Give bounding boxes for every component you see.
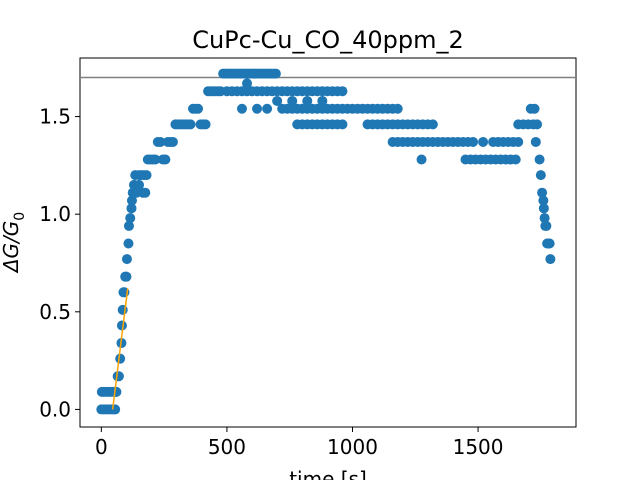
data-point (337, 86, 348, 97)
y-axis-label-main: ΔG/G (0, 221, 23, 274)
y-tick-label: 1.0 (39, 202, 71, 226)
y-tick-label: 0.0 (39, 397, 71, 421)
data-point (535, 170, 546, 181)
data-point (252, 103, 263, 114)
data-point (529, 103, 540, 114)
plot-frame-group (79, 57, 577, 428)
data-point (534, 154, 545, 165)
data-point (160, 154, 171, 165)
data-point (110, 404, 121, 415)
data-point (392, 103, 403, 114)
data-point (126, 203, 137, 214)
data-point (416, 154, 427, 165)
x-tick-label: 1500 (453, 435, 504, 459)
data-points-layer (96, 68, 556, 415)
x-axis-label: time [s] (289, 467, 367, 480)
data-point (115, 353, 126, 364)
x-axis-ticks: 0 500 1000 1500 (95, 427, 504, 459)
data-point (167, 136, 178, 147)
x-tick-label: 500 (208, 435, 246, 459)
data-point (538, 203, 549, 214)
plot-frame (79, 57, 577, 428)
data-point (427, 119, 438, 130)
data-point (513, 136, 524, 147)
data-point (317, 95, 328, 106)
data-point (287, 95, 298, 106)
data-point (478, 136, 489, 147)
data-point (532, 119, 543, 130)
data-point (200, 119, 211, 130)
data-point (510, 154, 521, 165)
data-point (134, 179, 145, 190)
data-point (111, 386, 122, 397)
y-tick-label: 1.5 (39, 105, 71, 129)
data-point (302, 95, 313, 106)
data-point (141, 170, 152, 181)
fit-line (111, 288, 129, 410)
data-point (337, 119, 348, 130)
data-point (116, 320, 127, 331)
y-axis-label: ΔG/G0 (0, 212, 28, 274)
data-point (193, 103, 204, 114)
data-point (155, 136, 166, 147)
data-point (140, 187, 151, 198)
x-tick-label: 1000 (327, 435, 378, 459)
data-point (468, 136, 479, 147)
data-point (123, 238, 134, 249)
data-point (262, 103, 273, 114)
data-point (236, 103, 247, 114)
data-point (123, 220, 134, 231)
data-point (113, 371, 124, 382)
data-point (545, 254, 556, 265)
data-point (121, 254, 132, 265)
data-point (544, 238, 555, 249)
data-point (541, 220, 552, 231)
data-point (185, 119, 196, 130)
data-point (242, 78, 253, 89)
data-point (538, 195, 549, 206)
y-axis-ticks: 0.0 0.5 1.0 1.5 (39, 105, 80, 421)
data-point (537, 187, 548, 198)
data-point (150, 154, 161, 165)
y-tick-label: 0.5 (39, 300, 71, 324)
data-point (121, 271, 132, 282)
data-point (272, 95, 283, 106)
data-point (539, 213, 550, 224)
chart-title: CuPc-Cu_CO_40ppm_2 (192, 26, 464, 54)
data-point (530, 136, 541, 147)
x-tick-label: 0 (95, 435, 108, 459)
y-axis-label-sub: 0 (12, 212, 28, 221)
data-point (126, 195, 137, 206)
data-point (125, 213, 136, 224)
data-point (270, 68, 281, 79)
